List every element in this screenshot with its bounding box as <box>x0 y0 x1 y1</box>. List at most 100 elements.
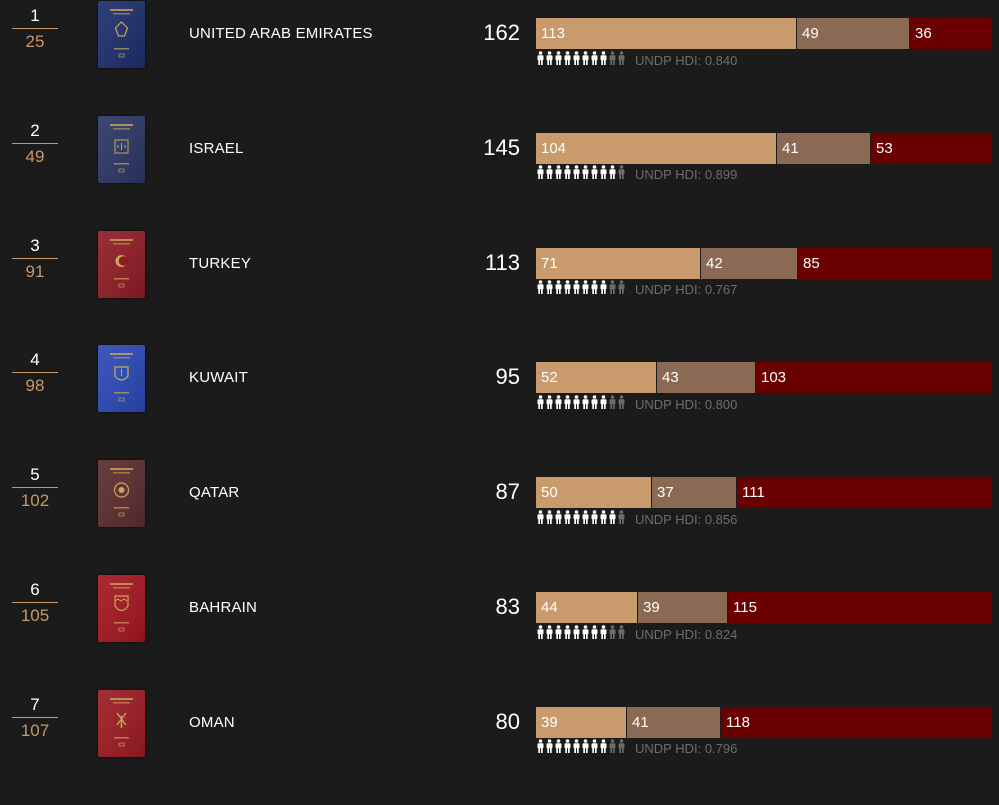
passport-cover-image[interactable] <box>98 1 145 68</box>
person-icon <box>617 165 626 184</box>
person-icon <box>545 739 554 758</box>
person-icon <box>572 395 581 414</box>
ranking-row[interactable]: 4 98 KUWAIT 95 52 43 103 UNDP HDI: 0.800 <box>0 345 999 460</box>
person-icon <box>599 624 608 644</box>
person-icon <box>599 739 608 758</box>
person-icon <box>554 509 563 529</box>
regional-rank: 3 <box>30 235 40 255</box>
person-icon <box>536 395 545 414</box>
person-icon <box>608 50 617 70</box>
visa-free-segment[interactable]: 50 <box>536 477 651 509</box>
visa-on-arrival-segment[interactable]: 42 <box>700 247 797 279</box>
passport-emblem-icon <box>98 689 145 757</box>
visa-breakdown-bar[interactable]: 39 41 118 <box>536 706 992 738</box>
regional-rank: 7 <box>30 694 40 714</box>
visa-on-arrival-segment[interactable]: 43 <box>656 362 755 394</box>
country-name[interactable]: UNITED ARAB EMIRATES <box>189 25 373 42</box>
visa-breakdown-bar[interactable]: 104 41 53 <box>536 132 992 164</box>
mobility-score: 162 <box>483 20 520 45</box>
hdi-value: UNDP HDI: 0.767 <box>635 282 738 298</box>
person-icon <box>599 395 608 414</box>
passport-cover-image[interactable] <box>98 115 145 183</box>
global-rank: 98 <box>25 376 45 396</box>
mobility-score: 87 <box>495 479 520 505</box>
regional-rank: 2 <box>30 120 40 140</box>
person-icon <box>599 280 608 299</box>
hdi-indicator: UNDP HDI: 0.800 <box>536 395 737 414</box>
passport-cover-image[interactable] <box>98 460 145 528</box>
visa-free-segment[interactable]: 104 <box>536 132 776 164</box>
person-icon <box>563 165 572 184</box>
person-icon <box>572 50 581 70</box>
rank-block: 2 49 <box>12 120 58 168</box>
person-icon <box>581 165 590 184</box>
visa-breakdown-bar[interactable]: 44 39 115 <box>536 592 992 623</box>
person-icon <box>608 280 617 299</box>
passport-cover-image[interactable] <box>98 575 145 642</box>
ranking-row[interactable]: 5 102 QATAR 87 50 37 111 UNDP HDI: 0.856 <box>0 460 999 575</box>
person-icon <box>581 509 590 529</box>
person-icon <box>590 509 599 529</box>
person-icon <box>608 509 617 529</box>
visa-free-segment[interactable]: 44 <box>536 592 637 623</box>
rank-block: 3 91 <box>12 235 58 283</box>
person-icon <box>563 739 572 758</box>
country-name[interactable]: TURKEY <box>189 254 252 272</box>
regional-rank: 5 <box>30 465 40 485</box>
ranking-row[interactable]: 6 105 BAHRAIN 83 44 39 115 UNDP HDI: 0.824 <box>0 575 999 690</box>
country-name[interactable]: QATAR <box>189 484 240 502</box>
person-icon <box>563 509 572 529</box>
visa-breakdown-bar[interactable]: 52 43 103 <box>536 362 992 394</box>
visa-required-segment[interactable]: 103 <box>755 362 992 394</box>
visa-free-segment[interactable]: 71 <box>536 247 700 279</box>
mobility-score: 95 <box>495 364 520 390</box>
passport-emblem-icon <box>98 460 145 528</box>
hdi-people-icons <box>536 50 626 70</box>
passport-cover-image[interactable] <box>98 345 145 413</box>
ranking-row[interactable]: 1 25 UNITED ARAB EMIRATES 162 113 49 36 UNDP HD… <box>0 1 999 116</box>
ranking-row[interactable]: 3 91 TURKEY 113 71 42 85 UNDP HDI: 0.767 <box>0 230 999 346</box>
hdi-people-icons <box>536 739 626 758</box>
visa-breakdown-bar[interactable]: 113 49 36 <box>536 18 992 49</box>
visa-breakdown-bar[interactable]: 50 37 111 <box>536 477 992 509</box>
visa-free-segment[interactable]: 39 <box>536 706 626 738</box>
mobility-score: 113 <box>484 249 520 275</box>
rank-block: 7 107 <box>12 694 58 742</box>
person-icon <box>617 280 626 299</box>
passport-emblem-icon <box>98 230 145 298</box>
visa-required-segment[interactable]: 85 <box>797 247 992 279</box>
person-icon <box>545 624 554 644</box>
visa-required-segment[interactable]: 53 <box>870 132 992 164</box>
visa-on-arrival-segment[interactable]: 41 <box>626 706 720 738</box>
visa-free-segment[interactable]: 113 <box>536 18 796 49</box>
visa-required-segment[interactable]: 36 <box>909 18 992 49</box>
visa-required-segment[interactable]: 118 <box>720 706 992 738</box>
visa-on-arrival-segment[interactable]: 39 <box>637 592 727 623</box>
visa-free-segment[interactable]: 52 <box>536 362 656 394</box>
passport-cover-image[interactable] <box>98 230 145 298</box>
hdi-indicator: UNDP HDI: 0.796 <box>536 739 738 758</box>
visa-required-segment[interactable]: 111 <box>736 477 992 509</box>
regional-rank: 4 <box>30 350 40 370</box>
person-icon <box>581 280 590 299</box>
ranking-row[interactable]: 7 107 OMAN 80 39 41 118 UNDP HDI: 0.796 <box>0 689 999 805</box>
person-icon <box>590 395 599 414</box>
country-name[interactable]: ISRAEL <box>189 139 244 157</box>
visa-on-arrival-segment[interactable]: 49 <box>796 18 909 49</box>
rank-block: 1 25 <box>12 5 58 53</box>
passport-cover-image[interactable] <box>98 689 145 757</box>
hdi-value: UNDP HDI: 0.840 <box>635 52 738 68</box>
regional-rank: 1 <box>30 6 40 25</box>
country-name[interactable]: KUWAIT <box>189 369 248 387</box>
ranking-row[interactable]: 2 49 ISRAEL 145 104 41 53 UNDP HDI: 0.899 <box>0 115 999 231</box>
visa-required-segment[interactable]: 115 <box>727 592 992 623</box>
person-icon <box>563 280 572 299</box>
visa-breakdown-bar[interactable]: 71 42 85 <box>536 247 992 279</box>
rank-divider <box>12 716 58 718</box>
visa-on-arrival-segment[interactable]: 37 <box>651 477 736 509</box>
visa-on-arrival-segment[interactable]: 41 <box>776 132 870 164</box>
hdi-value: UNDP HDI: 0.796 <box>635 741 738 757</box>
country-name[interactable]: BAHRAIN <box>189 599 258 616</box>
country-name[interactable]: OMAN <box>189 713 235 731</box>
person-icon <box>590 50 599 70</box>
